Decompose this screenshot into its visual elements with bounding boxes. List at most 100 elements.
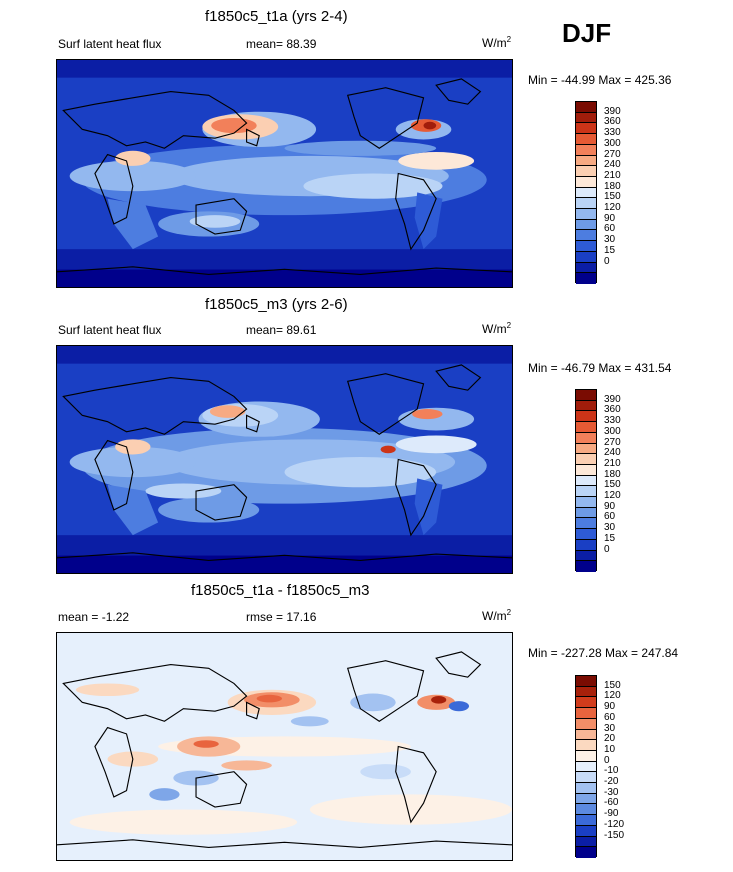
colorbar-level-label: 300 [604, 425, 621, 437]
colorbar-swatch [576, 166, 596, 177]
colorbar-swatch [576, 507, 596, 519]
colorbar-swatch [576, 262, 596, 274]
colorbar-swatch [576, 783, 596, 794]
colorbar-level-label: 90 [604, 212, 616, 224]
colorbar-swatch [576, 144, 596, 156]
panel2-minmax: Min = -46.79 Max = 431.54 [528, 361, 672, 375]
colorbar-level-label: 10 [604, 743, 616, 755]
colorbar-level-label: 300 [604, 137, 621, 149]
panel3-map-field [57, 633, 512, 860]
colorbar-swatch [576, 529, 596, 540]
colorbar-level-label: 30 [604, 234, 616, 246]
colorbar-swatch [576, 422, 596, 433]
colorbar-swatch [576, 230, 596, 242]
colorbar-level-label: 180 [604, 468, 621, 480]
panel2-map-field [57, 346, 512, 573]
colorbar-swatch [576, 539, 596, 551]
colorbar-swatch [576, 772, 596, 784]
panel3-minmax: Min = -227.28 Max = 247.84 [528, 646, 679, 660]
colorbar-swatch [576, 273, 596, 284]
colorbar-swatch [576, 804, 596, 816]
colorbar-swatch [576, 198, 596, 210]
colorbar-level-label: 90 [604, 701, 616, 713]
colorbar-level-label: 360 [604, 116, 621, 128]
colorbar-swatch [576, 219, 596, 231]
colorbar-swatch [576, 390, 596, 401]
colorbar-level-label: 120 [604, 202, 621, 214]
colorbar-level-label: 30 [604, 522, 616, 534]
panel1-minmax: Min = -44.99 Max = 425.36 [528, 73, 672, 87]
colorbar-swatch [576, 464, 596, 476]
colorbar-level-label: 120 [604, 490, 621, 502]
colorbar-swatch [576, 209, 596, 220]
colorbar-swatch [576, 550, 596, 562]
colorbar-level-label: 270 [604, 148, 621, 160]
colorbar-level-label: -20 [604, 776, 619, 788]
colorbar-swatch [576, 750, 596, 762]
colorbar-level-label: 240 [604, 159, 621, 171]
panel1-map-field [57, 60, 512, 287]
colorbar-level-label: 150 [604, 679, 621, 691]
colorbar-level-label: -60 [604, 797, 619, 809]
colorbar-level-label: 240 [604, 447, 621, 459]
colorbar-level-label: 60 [604, 511, 616, 523]
colorbar-swatch [576, 740, 596, 751]
colorbar-swatch [576, 187, 596, 199]
colorbar-swatch [576, 112, 596, 124]
panel2-variable-label: Surf latent heat flux [58, 323, 162, 337]
colorbar-level-label: -90 [604, 808, 619, 820]
panel2-units: W/m2 [482, 321, 512, 336]
panel3-map [56, 632, 513, 861]
colorbar-swatch [576, 486, 596, 498]
colorbar-level-label: 60 [604, 711, 616, 723]
colorbar-swatch [576, 497, 596, 508]
colorbar-swatch [576, 400, 596, 412]
panel2-mean: mean= 89.61 [246, 323, 317, 337]
panel2-title: f1850c5_m3 (yrs 2-6) [205, 296, 348, 313]
colorbar-swatch [576, 815, 596, 826]
colorbar-level-label: 390 [604, 105, 621, 117]
colorbar-swatch [576, 697, 596, 709]
colorbar-swatch [576, 475, 596, 487]
panel2-map [56, 345, 513, 574]
panel3-units: W/m2 [482, 608, 512, 623]
colorbar-level-label: 30 [604, 722, 616, 734]
season-label: DJF [562, 18, 612, 48]
colorbar-swatch [576, 134, 596, 145]
colorbar-level-label: 90 [604, 500, 616, 512]
colorbar-swatch [576, 518, 596, 530]
panel1-title: f1850c5_t1a (yrs 2-4) [205, 8, 348, 25]
panel1-variable-label: Surf latent heat flux [58, 37, 162, 51]
colorbar-level-label: 360 [604, 404, 621, 416]
colorbar-level-label: -120 [604, 818, 625, 830]
colorbar-level-label: 15 [604, 532, 616, 544]
colorbar-level-label: 120 [604, 690, 621, 702]
colorbar-swatch [576, 123, 596, 135]
colorbar-level-label: 0 [604, 754, 610, 766]
panel1-mean: mean= 88.39 [246, 37, 317, 51]
colorbar-swatch [576, 251, 596, 263]
panel1-colorbar [575, 101, 597, 284]
colorbar-swatch [576, 176, 596, 188]
colorbar-swatch [576, 836, 596, 848]
colorbar-level-label: 330 [604, 415, 621, 427]
colorbar-swatch [576, 847, 596, 858]
colorbar-swatch [576, 793, 596, 805]
colorbar-level-label: 60 [604, 223, 616, 235]
colorbar-level-label: 210 [604, 169, 621, 181]
panel2-colorbar [575, 389, 597, 572]
colorbar-swatch [576, 825, 596, 837]
panel3-colorbar [575, 675, 597, 858]
colorbar-level-label: 150 [604, 191, 621, 203]
colorbar-level-label: 210 [604, 457, 621, 469]
colorbar-level-label: 15 [604, 244, 616, 256]
colorbar-swatch [576, 718, 596, 730]
colorbar-level-label: 330 [604, 127, 621, 139]
panel1-units: W/m2 [482, 35, 512, 50]
colorbar-swatch [576, 411, 596, 423]
panel3-mean: mean = -1.22 [58, 610, 130, 624]
colorbar-level-label: 270 [604, 436, 621, 448]
colorbar-level-label: -30 [604, 786, 619, 798]
colorbar-level-label: 0 [604, 255, 610, 267]
colorbar-swatch [576, 155, 596, 167]
